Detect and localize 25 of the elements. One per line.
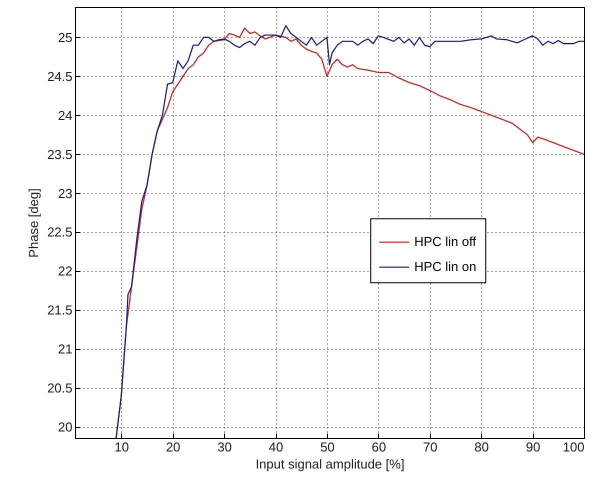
x-tick-label: 80	[474, 440, 489, 454]
y-tick-label: 21.5	[47, 302, 72, 318]
y-tick-label: 23.5	[47, 146, 72, 162]
x-tick-label: 20	[166, 440, 180, 454]
x-tick-label: 100	[562, 440, 584, 454]
x-tick-label: 10	[114, 440, 130, 454]
y-tick-label: 25	[58, 30, 72, 45]
y-tick-label: 20	[58, 420, 72, 435]
x-tick-label: 60	[372, 440, 386, 454]
x-tick-label: 50	[320, 440, 335, 454]
legend-label: HPC lin off	[414, 234, 477, 250]
legend-label: HPC lin on	[414, 259, 476, 274]
y-tick-label: 24	[58, 108, 72, 123]
x-tick-label: 40	[268, 440, 284, 454]
x-tick-label: 30	[217, 440, 232, 454]
y-tick-label: 22	[58, 264, 72, 279]
y-tick-label: 20.5	[47, 380, 72, 396]
y-tick-label: 23	[58, 186, 72, 201]
y-tick-label: 22.5	[47, 224, 72, 240]
x-tick-label: 70	[423, 440, 438, 454]
y-tick-label: 21	[58, 342, 72, 357]
y-tick-label: 24.5	[47, 68, 72, 84]
x-axis-title: Input signal amplitude [%]	[256, 456, 404, 472]
y-axis-title: Phase [deg]	[26, 188, 42, 258]
x-tick-label: 90	[526, 440, 540, 454]
